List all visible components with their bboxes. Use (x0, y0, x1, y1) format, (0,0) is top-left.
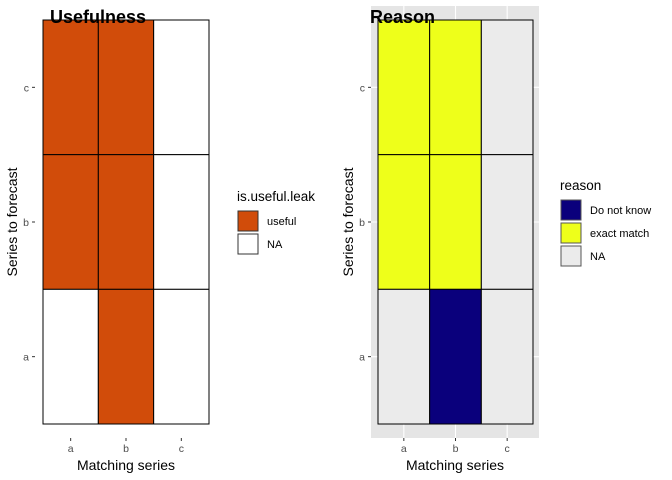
reason-x-axis-label: Matching series (406, 457, 504, 473)
reason-cell (429, 154, 482, 290)
usefulness-x-ticks: a b c (68, 438, 184, 455)
reason-legend-key (560, 222, 582, 244)
usefulness-legend: is.useful.leak useful NA (237, 189, 315, 255)
usefulness-legend-title: is.useful.leak (237, 189, 315, 204)
usefulness-cell (42, 154, 99, 290)
reason-x-tick-label: a (401, 443, 407, 455)
reason-x-ticks: a b c (401, 438, 510, 455)
reason-legend-label: exact match (590, 228, 649, 240)
reason-cell (429, 19, 482, 156)
usefulness-legend-entries: useful NA (237, 210, 296, 255)
reason-legend: reason Do not know exact match NA (560, 178, 651, 267)
reason-legend-label: NA (590, 251, 606, 263)
reason-cell (480, 154, 534, 290)
usefulness-title: Usefulness (50, 7, 146, 27)
reason-cell (480, 19, 534, 156)
usefulness-x-axis-label: Matching series (77, 457, 175, 473)
reason-legend-title: reason (560, 178, 601, 193)
usefulness-cell (153, 288, 210, 425)
usefulness-y-ticks: a b c (23, 82, 35, 364)
reason-legend-entries: Do not know exact match NA (560, 199, 651, 267)
usefulness-y-axis-label: Series to forecast (4, 167, 20, 276)
reason-cell (377, 288, 431, 425)
reason-x-tick-label: c (505, 443, 510, 455)
reason-legend-key (560, 199, 582, 221)
usefulness-cell (97, 19, 155, 156)
reason-y-ticks: a b c (359, 82, 371, 364)
usefulness-x-tick-label: b (123, 443, 129, 455)
usefulness-y-tick-label: b (23, 217, 29, 229)
usefulness-cell (97, 154, 155, 290)
usefulness-cell (153, 154, 210, 290)
reason-cell (377, 19, 431, 156)
reason-y-tick-label: c (360, 82, 365, 94)
reason-y-tick-label: a (359, 352, 365, 364)
usefulness-legend-label: NA (267, 239, 283, 251)
usefulness-cells (42, 19, 210, 425)
usefulness-panel: Usefulness a b c a b c Matching series Serie… (4, 6, 315, 473)
usefulness-x-tick-label: a (68, 443, 74, 455)
reason-x-tick-label: b (453, 443, 459, 455)
reason-y-axis-label: Series to forecast (340, 167, 356, 276)
usefulness-cell (153, 19, 210, 156)
usefulness-y-tick-label: a (23, 352, 29, 364)
usefulness-cell (97, 288, 155, 425)
usefulness-legend-key (237, 233, 259, 255)
reason-cell (429, 288, 482, 425)
usefulness-y-tick-label: c (24, 82, 29, 94)
usefulness-legend-key (237, 210, 259, 232)
usefulness-cell (42, 19, 99, 156)
reason-title: Reason (370, 7, 435, 27)
reason-legend-key (560, 245, 582, 267)
reason-panel: Reason a b c a b c Matching series Series to… (340, 6, 651, 473)
reason-y-tick-label: b (359, 217, 365, 229)
reason-legend-label: Do not know (590, 205, 651, 217)
reason-cells (377, 19, 534, 425)
usefulness-cell (42, 288, 99, 425)
usefulness-x-tick-label: c (179, 443, 184, 455)
reason-cell (480, 288, 534, 425)
reason-cell (377, 154, 431, 290)
usefulness-legend-label: useful (267, 216, 296, 228)
